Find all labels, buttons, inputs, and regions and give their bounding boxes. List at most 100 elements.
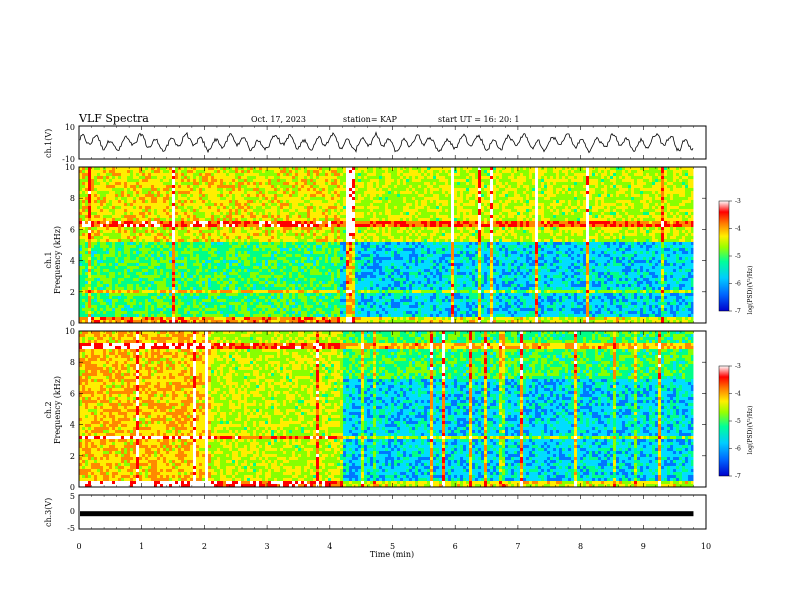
spectrogram-cell xyxy=(100,284,103,287)
spectrogram-cell xyxy=(103,260,106,263)
spectrogram-cell xyxy=(124,245,127,248)
spectrogram-cell xyxy=(328,275,331,278)
spectrogram-cell xyxy=(271,299,274,302)
spectrogram-cell xyxy=(358,293,361,296)
spectrogram-cell xyxy=(235,269,238,272)
spectrogram-cell xyxy=(226,272,229,275)
spectrogram-cell xyxy=(259,203,262,206)
spectrogram-cell xyxy=(205,227,208,230)
spectrogram-cell xyxy=(196,311,199,314)
spectrogram-cell xyxy=(322,281,325,284)
spectrogram-cell xyxy=(160,236,163,239)
spectrogram-cell xyxy=(97,218,100,221)
spectrogram-cell xyxy=(187,257,190,260)
spectrogram-cell xyxy=(172,221,175,224)
spectrogram-cell xyxy=(250,173,253,176)
spectrogram-cell xyxy=(238,245,241,248)
spectrogram-cell xyxy=(199,236,202,239)
spectrogram-cell xyxy=(232,170,235,173)
spectrogram-cell xyxy=(301,293,304,296)
spectrogram-cell xyxy=(220,221,223,224)
spectrogram-cell xyxy=(115,260,118,263)
spectrogram-cell xyxy=(298,308,301,311)
spectrogram-cell xyxy=(358,296,361,299)
spectrogram-cell xyxy=(175,236,178,239)
spectrogram-cell xyxy=(145,293,148,296)
spectrogram-cell xyxy=(175,182,178,185)
spectrogram-cell xyxy=(121,167,124,170)
spectrogram-cell xyxy=(121,239,124,242)
spectrogram-cell xyxy=(187,278,190,281)
spectrogram-cell xyxy=(232,206,235,209)
spectrogram-cell xyxy=(112,287,115,290)
spectrogram-cell xyxy=(94,209,97,212)
spectrogram-cell xyxy=(277,236,280,239)
spectrogram-cell xyxy=(334,173,337,176)
spectrogram-cell xyxy=(184,293,187,296)
spectrogram-cell xyxy=(304,236,307,239)
spectrogram-cell xyxy=(202,314,205,317)
spectrogram-cell xyxy=(223,203,226,206)
spectrogram-cell xyxy=(178,212,181,215)
spectrogram-cell xyxy=(109,191,112,194)
spectrogram-cell xyxy=(307,167,310,170)
spectrogram-cell xyxy=(154,191,157,194)
spectrogram-cell xyxy=(142,260,145,263)
spectrogram-cell xyxy=(97,308,100,311)
spectrogram-cell xyxy=(283,170,286,173)
spectrogram-cell xyxy=(343,236,346,239)
spectrogram-cell xyxy=(310,281,313,284)
spectrogram-cell xyxy=(358,212,361,215)
spectrogram-cell xyxy=(259,179,262,182)
spectrogram-cell xyxy=(292,209,295,212)
spectrogram-cell xyxy=(199,167,202,170)
spectrogram-cell xyxy=(193,197,196,200)
spectrogram-cell xyxy=(262,236,265,239)
spectrogram-cell xyxy=(145,221,148,224)
spectrogram-cell xyxy=(145,317,148,320)
spectrogram-cell xyxy=(292,221,295,224)
spectrogram-cell xyxy=(181,281,184,284)
spectrogram-cell xyxy=(133,311,136,314)
spectrogram-cell xyxy=(334,314,337,317)
spectrogram-cell xyxy=(166,269,169,272)
spectrogram-cell xyxy=(247,299,250,302)
spectrogram-cell xyxy=(346,167,349,170)
spectrogram-cell xyxy=(313,176,316,179)
spectrogram-cell xyxy=(229,167,232,170)
spectrogram-cell xyxy=(295,296,298,299)
spectrogram-cell xyxy=(127,278,130,281)
spectrogram-cell xyxy=(295,305,298,308)
spectrogram-cell xyxy=(184,272,187,275)
spectrogram-cell xyxy=(262,320,265,323)
spectrogram-cell xyxy=(223,260,226,263)
spectrogram-cell xyxy=(118,221,121,224)
spectrogram-cell xyxy=(334,299,337,302)
spectrogram-cell xyxy=(355,188,358,191)
spectrogram-cell xyxy=(223,218,226,221)
spectrogram-cell xyxy=(322,275,325,278)
spectrogram-cell xyxy=(151,188,154,191)
spectrogram-cell xyxy=(211,248,214,251)
spectrogram-cell xyxy=(193,200,196,203)
spectrogram-cell xyxy=(223,272,226,275)
spectrogram-cell xyxy=(103,197,106,200)
spectrogram-cell xyxy=(157,227,160,230)
spectrogram-cell xyxy=(307,293,310,296)
spectrogram-cell xyxy=(256,188,259,191)
spectrogram-cell xyxy=(208,308,211,311)
spectrogram-cell xyxy=(208,233,211,236)
spectrogram-cell xyxy=(85,212,88,215)
spectrogram-cell xyxy=(175,179,178,182)
spectrogram-cell xyxy=(238,197,241,200)
spectrogram-cell xyxy=(325,290,328,293)
spectrogram-cell xyxy=(286,194,289,197)
spectrogram-cell xyxy=(124,188,127,191)
spectrogram-cell xyxy=(142,212,145,215)
spectrogram-cell xyxy=(298,302,301,305)
spectrogram-cell xyxy=(193,278,196,281)
spectrogram-cell xyxy=(79,188,82,191)
spectrogram-cell xyxy=(178,257,181,260)
spectrogram-cell xyxy=(217,260,220,263)
spectrogram-cell xyxy=(313,200,316,203)
